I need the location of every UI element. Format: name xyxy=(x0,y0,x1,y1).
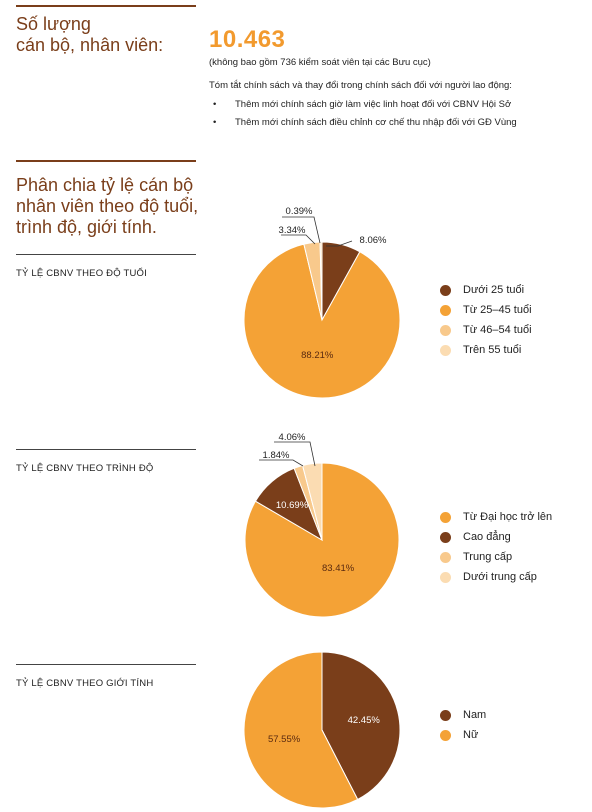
callout-line xyxy=(259,459,304,467)
chart-education-title: TỶ LỆ CBNV THEO TRÌNH ĐỘ xyxy=(16,463,154,474)
legend-label: Nam xyxy=(463,709,487,721)
pie-slice xyxy=(321,651,401,801)
legend-item: Từ Đại học trở lên xyxy=(440,507,552,527)
legend-item: Dưới trung cấp xyxy=(440,567,552,587)
legend-label: Dưới trung cấp xyxy=(463,571,537,583)
section-heading-line2: nhân viên theo độ tuổi, xyxy=(16,196,199,216)
staff-heading-line2: cán bộ, nhân viên: xyxy=(16,35,164,55)
section-heading-line3: trình độ, giới tính. xyxy=(16,217,157,237)
bullet-icon: • xyxy=(213,99,217,110)
legend-item: Dưới 25 tuổi xyxy=(440,280,532,300)
data-label: 0.39% xyxy=(286,206,313,217)
bullet-icon: • xyxy=(213,117,217,128)
legend-label: Từ 25–45 tuổi xyxy=(463,304,532,316)
legend-label: Cao đẳng xyxy=(463,531,511,543)
staff-total: 10.463 xyxy=(209,26,286,53)
legend-item: Cao đẳng xyxy=(440,527,552,547)
data-label: 3.34% xyxy=(279,225,306,236)
legend-swatch xyxy=(440,324,451,336)
legend-item: Nữ xyxy=(440,725,486,745)
legend-label: Dưới 25 tuổi xyxy=(463,284,525,296)
policy-list: • Thêm mới chính sách giờ làm việc linh h… xyxy=(213,99,517,135)
callout-line xyxy=(281,234,316,245)
top-divider xyxy=(16,5,196,7)
legend-label: Trung cấp xyxy=(463,551,513,563)
legend-swatch xyxy=(440,709,451,721)
section-divider xyxy=(16,160,196,162)
legend-swatch xyxy=(440,531,451,543)
legend-item: Từ 46–54 tuổi xyxy=(440,320,532,340)
legend-item: Nam xyxy=(440,705,486,725)
policy-item-text: Thêm mới chính sách giờ làm việc linh ho… xyxy=(235,99,512,110)
staff-heading: Số lượng cán bộ, nhân viên: xyxy=(16,14,163,56)
chart-gender-divider xyxy=(16,664,196,665)
chart-gender-legend: Nam Nữ xyxy=(440,705,486,745)
legend-label: Nữ xyxy=(463,729,479,741)
data-label: 10.69% xyxy=(276,500,309,511)
staff-heading-line1: Số lượng xyxy=(16,14,91,34)
chart-age-title: TỶ LỆ CBNV THEO ĐỘ TUỔI xyxy=(16,268,147,279)
staff-note: (không bao gồm 736 kiểm soát viên tại cá… xyxy=(209,57,431,68)
data-label: 1.84% xyxy=(263,450,290,461)
legend-swatch xyxy=(440,304,451,316)
chart-gender-title: TỶ LỆ CBNV THEO GIỚI TÍNH xyxy=(16,678,154,689)
legend-label: Từ Đại học trở lên xyxy=(463,511,553,523)
data-label: 88.21% xyxy=(301,350,334,361)
policy-item: • Thêm mới chính sách điều chỉnh cơ chế t… xyxy=(213,117,517,135)
data-label: 57.55% xyxy=(268,734,301,745)
chart-age-legend: Dưới 25 tuổi Từ 25–45 tuổi Từ 46–54 tuổi… xyxy=(440,280,532,360)
chart-education-divider xyxy=(16,449,196,450)
data-label: 42.45% xyxy=(348,715,381,726)
legend-item: Trung cấp xyxy=(440,547,552,567)
callout-line xyxy=(274,441,316,467)
data-label: 8.06% xyxy=(360,235,387,246)
legend-swatch xyxy=(440,511,451,523)
legend-swatch xyxy=(440,284,451,296)
legend-swatch xyxy=(440,344,451,356)
chart-age-divider xyxy=(16,254,196,255)
chart-education-legend: Từ Đại học trở lên Cao đẳng Trung cấp Dư… xyxy=(440,507,552,587)
section-heading: Phân chia tỷ lệ cán bộ nhân viên theo độ… xyxy=(16,175,198,238)
policy-item-text: Thêm mới chính sách điều chỉnh cơ chế th… xyxy=(235,117,517,128)
section-heading-line1: Phân chia tỷ lệ cán bộ xyxy=(16,175,194,195)
legend-swatch xyxy=(440,551,451,563)
legend-swatch xyxy=(440,729,451,741)
pie-slice xyxy=(243,651,359,809)
legend-item: Từ 25–45 tuổi xyxy=(440,300,532,320)
legend-label: Trên 55 tuổi xyxy=(463,344,522,356)
policy-item: • Thêm mới chính sách giờ làm việc linh h… xyxy=(213,99,517,117)
legend-label: Từ 46–54 tuổi xyxy=(463,324,532,336)
legend-item: Trên 55 tuổi xyxy=(440,340,532,360)
callout-line xyxy=(326,240,353,247)
pie-slice xyxy=(243,243,401,399)
policy-summary-title: Tóm tắt chính sách và thay đổi trong chí… xyxy=(209,80,512,91)
legend-swatch xyxy=(440,571,451,583)
data-label: 4.06% xyxy=(279,432,306,443)
callout-line xyxy=(282,216,321,244)
data-label: 83.41% xyxy=(322,563,355,574)
